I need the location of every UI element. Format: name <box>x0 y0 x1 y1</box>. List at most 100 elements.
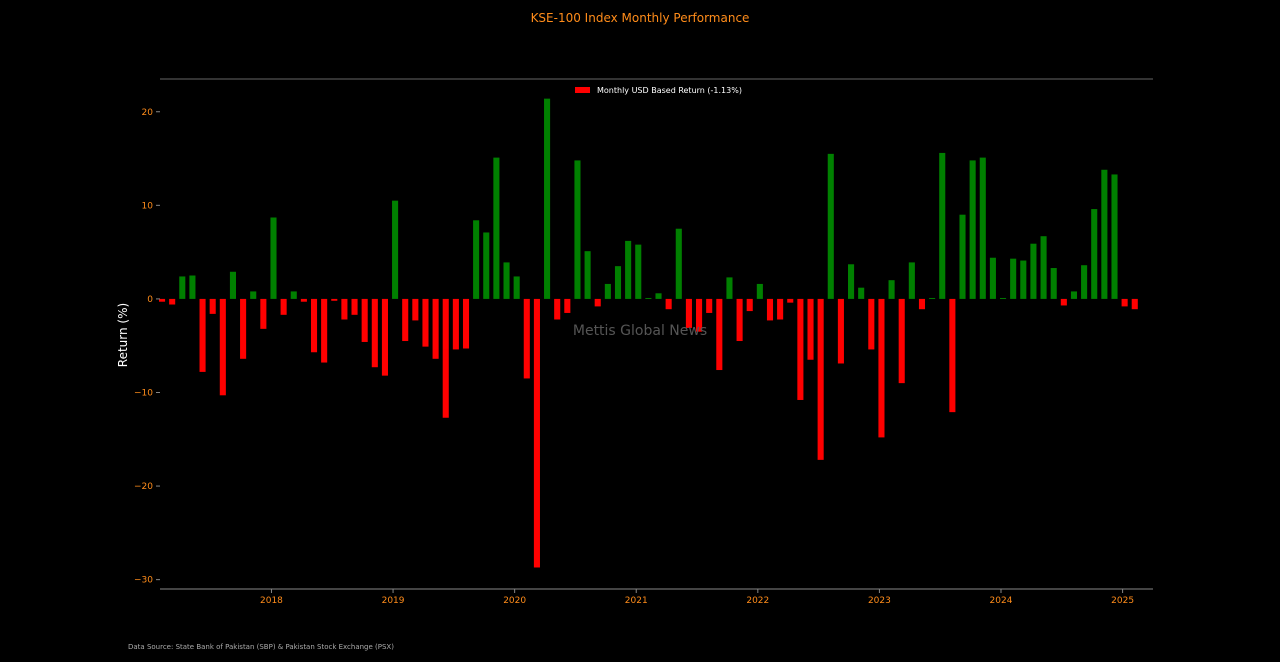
bar <box>1070 291 1078 299</box>
bar <box>858 287 865 299</box>
bar <box>716 298 723 371</box>
bar <box>169 298 176 305</box>
bar <box>260 298 267 329</box>
bar <box>1081 265 1088 299</box>
bar <box>706 298 713 313</box>
x-tick-label: 2023 <box>868 596 891 606</box>
bar <box>969 160 976 299</box>
bars-group <box>158 98 1138 568</box>
bar <box>625 240 632 299</box>
bar <box>381 298 388 376</box>
bar <box>1000 297 1007 299</box>
y-tick-label: −30 <box>134 576 153 586</box>
bar <box>746 298 753 312</box>
bar <box>189 275 196 299</box>
bar <box>1040 236 1047 299</box>
bar <box>331 298 338 301</box>
bar <box>766 298 774 321</box>
bar <box>503 262 510 299</box>
bar <box>240 298 247 359</box>
bar <box>614 266 622 299</box>
bar <box>989 257 996 299</box>
bar <box>321 298 328 363</box>
chart-title: KSE-100 Index Monthly Performance <box>531 11 750 25</box>
bar <box>979 157 986 299</box>
bar <box>878 298 885 438</box>
bar <box>280 298 287 315</box>
bar <box>584 251 591 299</box>
bar <box>209 298 216 314</box>
bar <box>908 262 915 299</box>
bar <box>473 220 480 299</box>
bar <box>361 298 368 342</box>
bar <box>1010 258 1017 299</box>
x-tick-label: 2025 <box>1111 596 1134 606</box>
x-tick-label: 2021 <box>625 596 648 606</box>
x-tick-label: 2022 <box>746 596 769 606</box>
bar <box>564 298 571 313</box>
bar <box>422 298 429 347</box>
bar <box>341 298 348 320</box>
y-tick-label: 0 <box>147 295 153 305</box>
bar <box>371 298 378 368</box>
bar <box>402 298 409 342</box>
bar <box>726 277 733 299</box>
y-axis-label: Return (%) <box>116 303 130 367</box>
y-tick-label: −10 <box>134 388 153 398</box>
y-tick-label: 10 <box>142 201 154 211</box>
bar <box>787 298 794 303</box>
bar <box>310 298 318 353</box>
bar <box>949 298 956 413</box>
bar <box>250 291 257 299</box>
bar <box>604 283 611 299</box>
bar <box>665 298 672 310</box>
bar <box>594 298 601 307</box>
bar <box>483 232 490 299</box>
bar <box>918 298 926 310</box>
bar <box>1131 298 1138 310</box>
bar <box>1101 169 1108 299</box>
x-tick-label: 2018 <box>260 596 283 606</box>
bar <box>888 280 895 299</box>
x-tick-label: 2024 <box>990 596 1013 606</box>
bar <box>574 160 581 299</box>
bar <box>462 298 470 349</box>
bar <box>290 291 297 299</box>
bar <box>675 228 682 299</box>
bar <box>1111 174 1118 299</box>
bar <box>432 298 439 359</box>
bar <box>929 297 936 299</box>
bar <box>199 298 206 372</box>
bar <box>442 298 449 418</box>
bar <box>229 271 236 299</box>
x-tick-label: 2020 <box>503 596 526 606</box>
bar <box>513 276 520 299</box>
x-tick-label: 2019 <box>382 596 405 606</box>
bar <box>1060 298 1067 306</box>
bar <box>1020 260 1027 299</box>
bar <box>300 298 307 302</box>
bar <box>533 298 540 568</box>
legend: Monthly USD Based Return (-1.13%) <box>575 86 742 95</box>
bar <box>777 298 784 320</box>
bar <box>270 217 277 299</box>
legend-swatch <box>575 87 590 93</box>
bar <box>807 298 814 360</box>
bar <box>645 297 652 299</box>
bar <box>1030 243 1037 299</box>
y-tick-label: 20 <box>142 108 154 118</box>
bar <box>959 214 966 299</box>
bar <box>1121 298 1128 307</box>
bar <box>797 298 804 400</box>
bar <box>898 298 905 384</box>
bar <box>493 157 500 299</box>
bar <box>1091 209 1098 299</box>
watermark: Mettis Global News <box>573 323 707 339</box>
bar <box>452 298 459 350</box>
bar <box>544 98 551 299</box>
bar <box>412 298 419 321</box>
bar <box>939 152 946 299</box>
bar <box>219 298 226 396</box>
legend-label: Monthly USD Based Return (-1.13%) <box>597 86 742 95</box>
